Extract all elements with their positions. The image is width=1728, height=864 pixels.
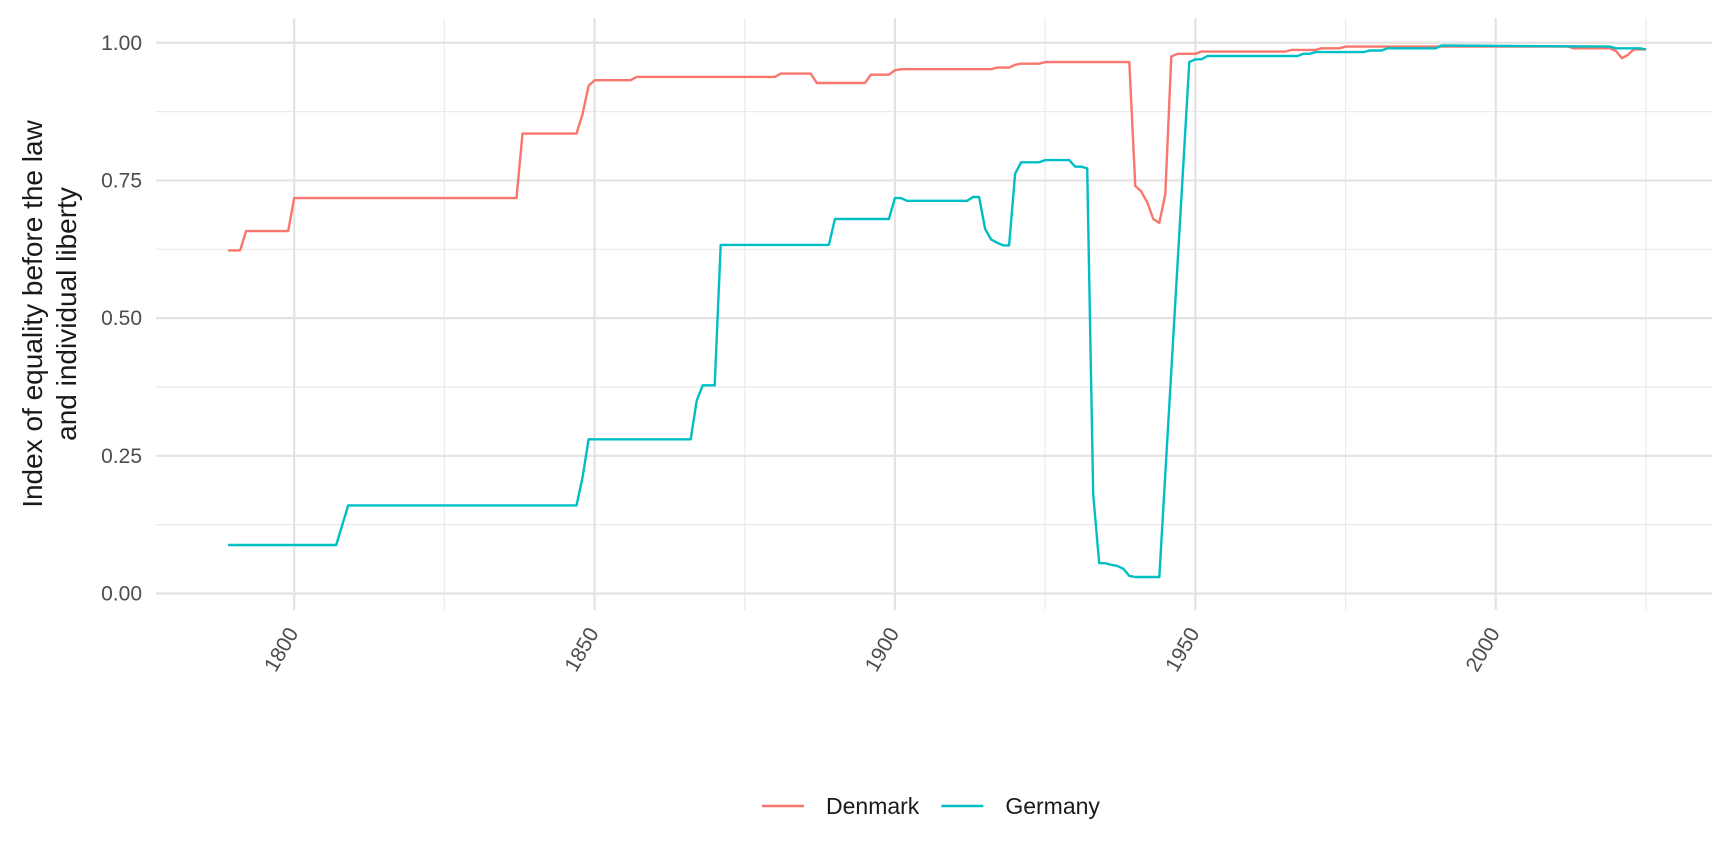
x-tick-label: 2000 xyxy=(1462,624,1505,676)
y-axis-title-line: Index of equality before the law xyxy=(17,119,48,507)
minor-gridlines xyxy=(156,18,1712,610)
x-axis-tick-labels: 1800 1850 1900 1950 2000 xyxy=(260,624,1505,676)
y-tick-label: 0.75 xyxy=(101,169,142,192)
legend-label-denmark: Denmark xyxy=(826,793,920,819)
y-axis-tick-labels: 0.00 0.25 0.50 0.75 1.00 xyxy=(101,32,142,606)
y-axis-title-line: and individual liberty xyxy=(51,187,82,441)
x-tick-label: 1900 xyxy=(861,624,904,676)
legend: Denmark Germany xyxy=(762,793,1100,819)
series-line-germany xyxy=(228,44,1647,579)
series-lines xyxy=(228,44,1647,579)
y-tick-label: 0.00 xyxy=(101,582,142,605)
x-tick-label: 1800 xyxy=(260,624,303,676)
x-tick-label: 1850 xyxy=(560,624,603,676)
y-tick-label: 0.25 xyxy=(101,445,142,468)
legend-label-germany: Germany xyxy=(1005,793,1100,819)
y-axis-title: Index of equality before the law and indi… xyxy=(17,119,82,507)
series-line-denmark xyxy=(228,45,1646,252)
x-tick-label: 1950 xyxy=(1161,624,1204,676)
y-tick-label: 0.50 xyxy=(101,307,142,330)
y-tick-label: 1.00 xyxy=(101,32,142,55)
major-gridlines xyxy=(156,18,1712,610)
